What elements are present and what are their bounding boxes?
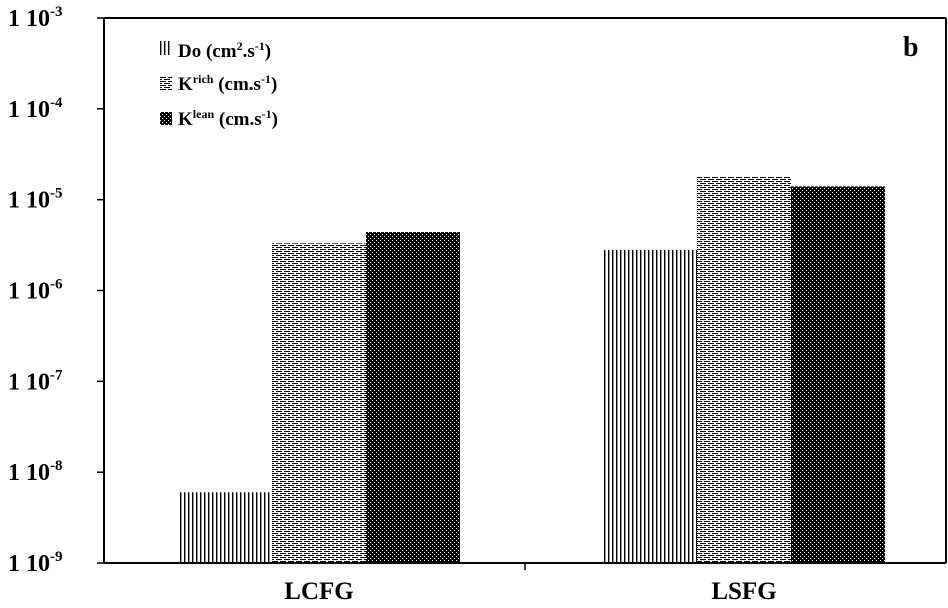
y-tick-label: 1 10-8 — [8, 458, 63, 486]
legend-label-do: Do (cm2.s-1) — [178, 39, 271, 62]
bar-krich-lcfg — [272, 243, 366, 563]
bar-do-lcfg — [178, 492, 272, 563]
legend: Do (cm2.s-1) Krich (cm.s-1) Klean (cm.s-… — [160, 39, 278, 130]
legend-swatch-do — [160, 41, 170, 55]
y-tick-label: 1 10-7 — [8, 367, 63, 395]
y-axis-ticks: 1 10-3 1 10-4 1 10-5 1 10-6 1 10-7 1 10-8 1 10… — [8, 4, 104, 577]
x-tick-label: LSFG — [711, 578, 776, 605]
x-tick-label: LCFG — [284, 578, 353, 605]
y-tick-label: 1 10-4 — [8, 95, 63, 123]
y-tick-label: 1 10-9 — [8, 549, 63, 577]
legend-label-krich: Krich (cm.s-1) — [178, 72, 277, 95]
x-axis-ticks: LCFG LSFG — [284, 578, 776, 605]
bar-do-lsfg — [603, 249, 697, 563]
panel-label: b — [903, 32, 919, 63]
legend-label-klean: Klean (cm.s-1) — [178, 107, 278, 130]
bar-krich-lsfg — [697, 176, 791, 563]
bar-klean-lsfg — [791, 186, 885, 563]
bar-klean-lcfg — [366, 232, 460, 564]
bars — [178, 176, 885, 564]
y-tick-label: 1 10-3 — [8, 4, 63, 32]
y-tick-label: 1 10-5 — [8, 186, 63, 214]
y-tick-label: 1 10-6 — [8, 277, 63, 305]
legend-swatch-klean — [160, 112, 172, 125]
legend-swatch-krich — [160, 77, 172, 90]
